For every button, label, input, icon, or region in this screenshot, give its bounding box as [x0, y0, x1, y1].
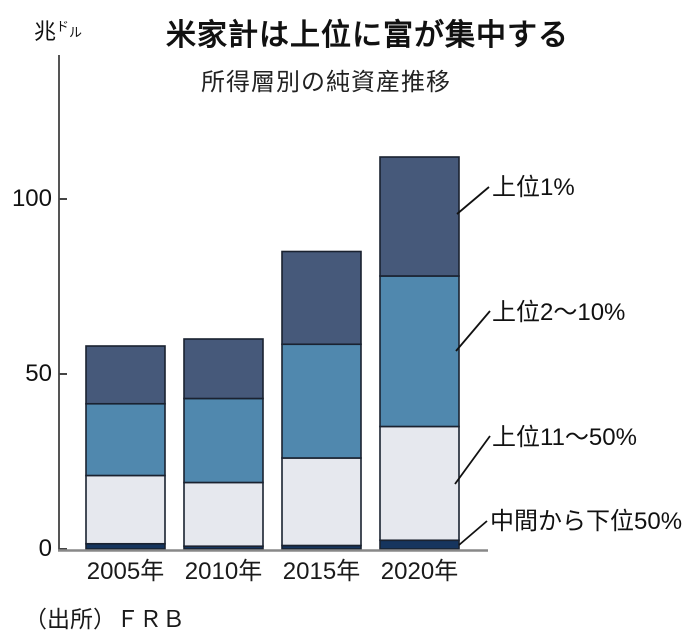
bar-segment-2005年-上位2〜10%: [85, 402, 166, 477]
bar-segment-2010年-上位11〜50%: [183, 481, 264, 548]
bar-segment-2020年-中間から下位50%: [379, 539, 460, 550]
y-unit-kanji: 兆: [34, 19, 57, 44]
bar-segment-2020年-上位1%: [379, 156, 460, 277]
leader-line-上位11〜50%: [454, 435, 491, 485]
series-annotation-上位1%: 上位1%: [492, 174, 575, 201]
bar-segment-2010年-上位1%: [183, 338, 264, 400]
bar-segment-2015年-上位2〜10%: [281, 343, 362, 459]
bar-segment-2010年-上位2〜10%: [183, 397, 264, 484]
bar-segment-2015年-上位1%: [281, 250, 362, 346]
x-tick-label-2015年: 2015年: [282, 558, 361, 585]
y-tick-label-100: 100: [11, 185, 52, 212]
y-tick-label-0: 0: [38, 535, 52, 562]
bar-segment-2020年-上位2〜10%: [379, 275, 460, 428]
bar-segment-2005年-上位11〜50%: [85, 474, 166, 545]
y-axis-unit-label: 兆ドル: [34, 14, 82, 46]
source-note: （出所）ＦＲＢ: [24, 606, 185, 632]
series-annotation-上位11〜50%: 上位11〜50%: [492, 424, 637, 451]
x-tick-label-2020年: 2020年: [380, 558, 459, 585]
bar-segment-2005年-上位1%: [85, 345, 166, 405]
bar-segment-2015年-上位11〜50%: [281, 457, 362, 547]
x-tick-label-2010年: 2010年: [184, 558, 263, 585]
y-unit-katakana: ドル: [56, 19, 83, 40]
bar-segment-2020年-上位11〜50%: [379, 425, 460, 542]
leader-line-上位2〜10%: [455, 310, 491, 352]
y-tick-label-50: 50: [25, 360, 52, 387]
series-annotation-上位2〜10%: 上位2〜10%: [492, 299, 626, 326]
leader-line-中間から下位50%: [458, 520, 488, 546]
x-tick-label-2005年: 2005年: [86, 558, 165, 585]
leader-line-上位1%: [456, 186, 490, 215]
series-annotation-中間から下位50%: 中間から下位50%: [490, 508, 683, 535]
chart-subtitle: 所得層別の純資産推移: [201, 69, 451, 96]
chart-title: 米家計は上位に富が集中する: [166, 19, 569, 52]
